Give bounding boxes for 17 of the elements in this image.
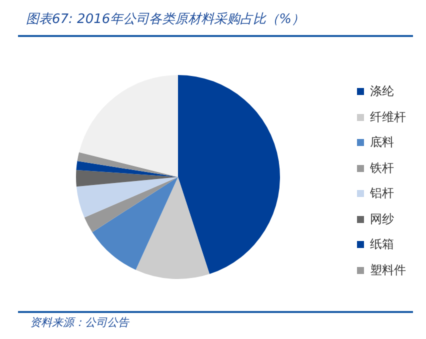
legend-label: 涤纶 — [370, 83, 394, 100]
pie-slice — [79, 75, 178, 177]
legend-label: 网纱 — [370, 210, 394, 228]
legend-label: 底料 — [370, 134, 394, 152]
text: 资料来源：公司公告 — [30, 315, 129, 330]
pie-slice — [136, 177, 210, 279]
legend-label: 铁杆 — [370, 160, 394, 177]
pie-slice — [76, 177, 178, 218]
pie-slice — [76, 170, 178, 187]
pie-slice — [77, 152, 178, 177]
legend-label: 纸箱 — [370, 236, 394, 254]
chart-title: 图表67: 2016年公司各类原材料采购占比（%） — [26, 11, 304, 28]
pie-slice — [92, 177, 178, 270]
pie-slice — [84, 177, 178, 232]
legend-label: 纤维杆 — [370, 108, 406, 126]
legend-label: 铝杆 — [370, 185, 394, 202]
legend-label: 塑料件 — [370, 262, 406, 279]
